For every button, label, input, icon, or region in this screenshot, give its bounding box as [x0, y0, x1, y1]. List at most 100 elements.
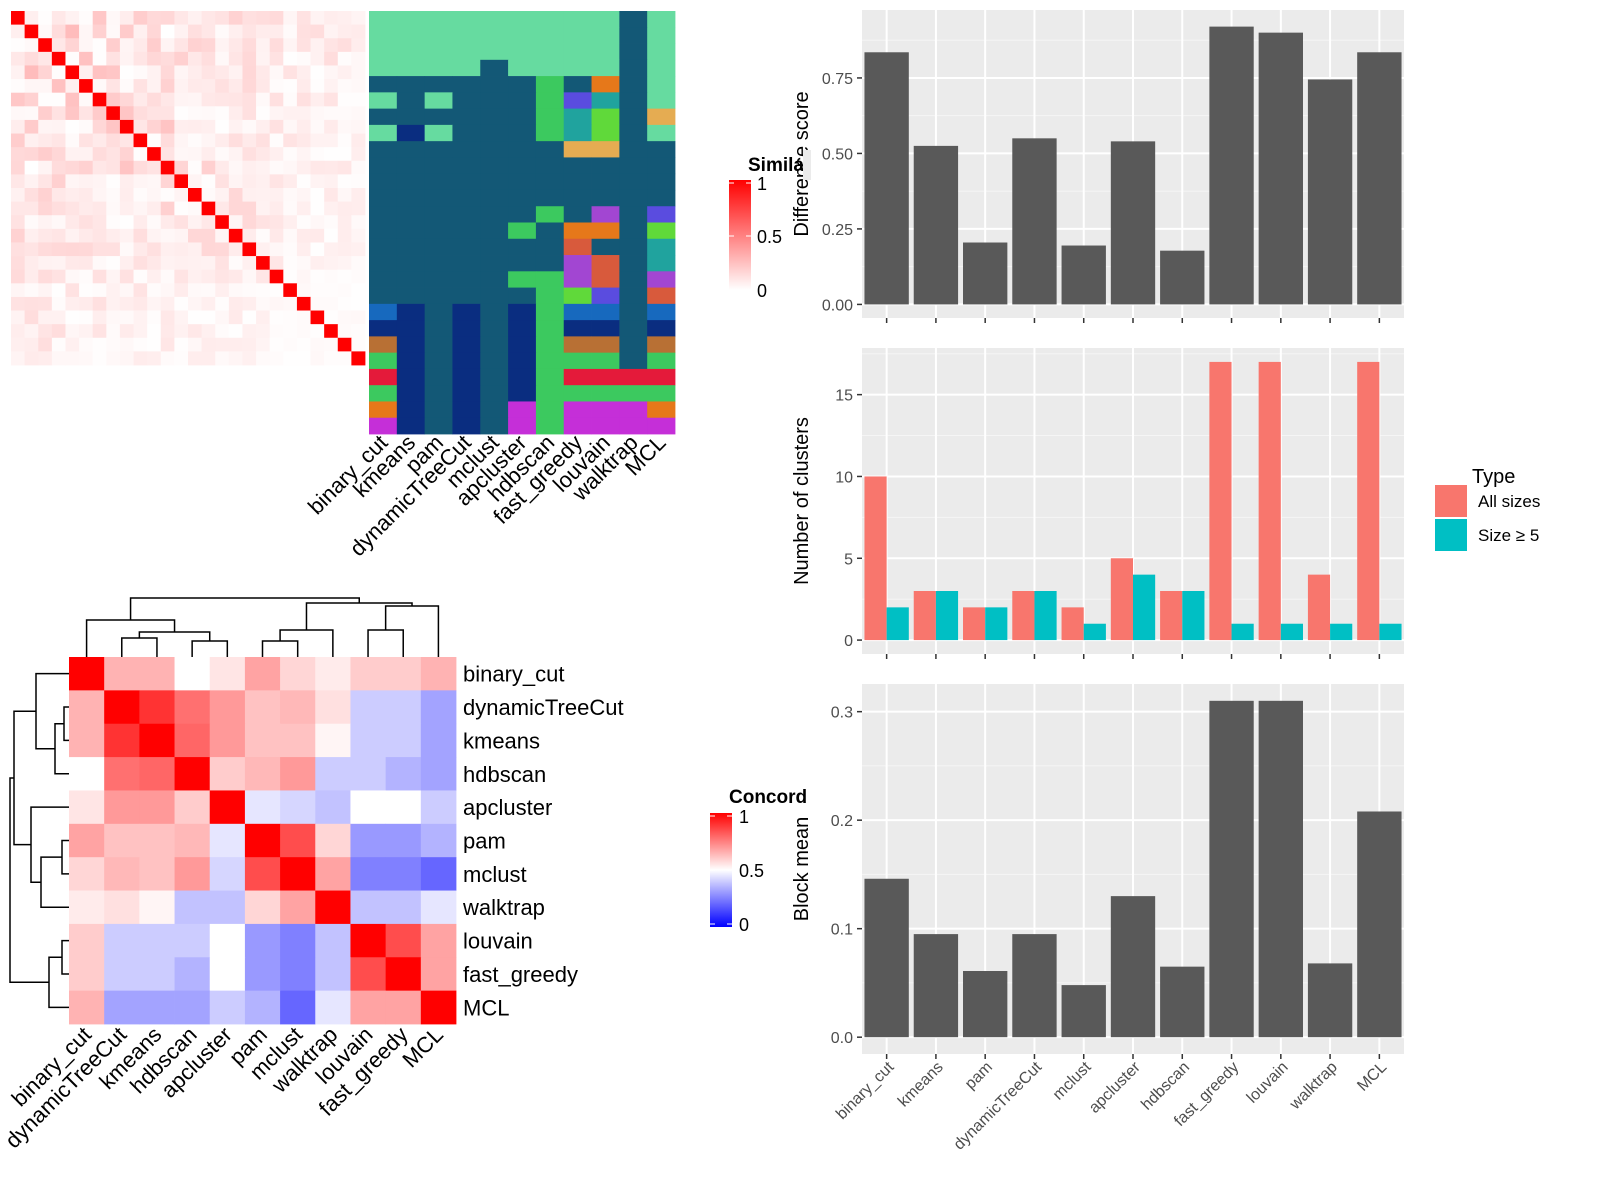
similarity-cell [310, 51, 325, 66]
concordance-cell [350, 857, 387, 891]
concordance-cell [104, 723, 140, 758]
class-cell [508, 303, 537, 321]
class-cell [619, 11, 648, 28]
class-cell [508, 173, 537, 191]
similarity-cell [188, 160, 203, 175]
class-cell [647, 336, 676, 354]
similarity-cell [324, 65, 339, 80]
similarity-cell [215, 256, 230, 271]
class-cell [508, 368, 537, 386]
class-cell [591, 11, 620, 28]
concordance-cell [385, 857, 422, 891]
class-cell [619, 368, 648, 386]
similarity-cell [215, 215, 230, 230]
class-cell [508, 189, 537, 207]
concordance-cell [104, 657, 140, 691]
concordance-cell [315, 957, 351, 992]
similarity-cell [11, 351, 26, 366]
similarity-cell [38, 92, 53, 107]
concordance-cell [280, 657, 316, 691]
concordance-cell [174, 790, 211, 825]
class-cell [535, 271, 565, 288]
class-cell [647, 11, 676, 28]
similarity-cell [215, 283, 230, 298]
class-cell [647, 303, 676, 321]
similarity-cell [242, 106, 257, 121]
similarity-cell [201, 201, 216, 216]
similarity-cell [242, 310, 257, 325]
similarity-cell [283, 310, 298, 325]
similarity-cell [269, 147, 284, 162]
class-cell [424, 320, 453, 337]
similarity-cell [133, 11, 148, 26]
class-cell [619, 43, 648, 61]
class-cell [647, 92, 676, 110]
class-cell [424, 385, 453, 402]
class-cell [396, 43, 426, 61]
similarity-cell [79, 106, 94, 121]
similarity-cell [269, 215, 284, 230]
concordance-cell [350, 823, 387, 858]
y-axis-title: Difference score [791, 91, 813, 236]
concordance-cell [69, 890, 105, 925]
class-cell [480, 173, 509, 191]
similarity-cell [106, 133, 121, 148]
concordance-cell [350, 657, 387, 691]
similarity-cell [228, 296, 243, 311]
dendrogram-branch [61, 939, 69, 975]
similarity-cell [351, 337, 366, 352]
similarity-cell [51, 188, 66, 203]
class-cell [396, 76, 426, 93]
similarity-cell [351, 79, 366, 94]
similarity-cell [296, 51, 311, 66]
similarity-cell [269, 283, 284, 298]
similarity-cell [106, 242, 121, 257]
class-cell [480, 320, 509, 337]
similarity-cell [174, 65, 189, 80]
concordance-cell [420, 990, 457, 1025]
similarity-cell [147, 310, 162, 325]
concordance-cell [69, 723, 105, 758]
bar-size-5 [1182, 591, 1205, 641]
similarity-cell [51, 133, 66, 148]
class-cell [647, 255, 676, 272]
similarity-cell [160, 65, 175, 80]
similarity-cell [310, 147, 325, 162]
similarity-cell [160, 256, 175, 271]
similarity-cell [160, 11, 175, 26]
concordance-cell [280, 923, 316, 958]
class-cell [535, 76, 565, 93]
concordance-cell [350, 957, 387, 992]
bar [1258, 32, 1303, 305]
similarity-cell [147, 215, 162, 230]
similarity-cell [337, 324, 352, 339]
class-cell [396, 255, 426, 272]
similarity-cell [324, 51, 339, 66]
class-cell [396, 401, 426, 419]
similarity-cell [65, 351, 80, 366]
similarity-cell [11, 24, 26, 39]
similarity-cell [324, 201, 339, 216]
class-cell [619, 124, 648, 142]
bar-all-sizes [1258, 361, 1281, 641]
similarity-cell [79, 201, 94, 216]
similarity-cell [228, 215, 243, 230]
concordance-cell [69, 757, 105, 791]
similarity-cell [188, 351, 203, 366]
similarity-cell [11, 242, 26, 257]
similarity-cell [310, 269, 325, 284]
class-cell [424, 108, 453, 126]
concordance-cell [244, 723, 281, 758]
similarity-cell [106, 51, 121, 66]
similarity-cell [201, 324, 216, 339]
class-cell [369, 157, 398, 175]
similarity-cell [119, 38, 134, 53]
similarity-cell [11, 51, 26, 66]
y-tick-label: 0.00 [822, 297, 853, 314]
similarity-cell [11, 324, 26, 339]
similarity-cell [228, 133, 243, 148]
bar [913, 934, 959, 1038]
class-cell [591, 124, 620, 142]
similarity-cell [215, 201, 230, 216]
